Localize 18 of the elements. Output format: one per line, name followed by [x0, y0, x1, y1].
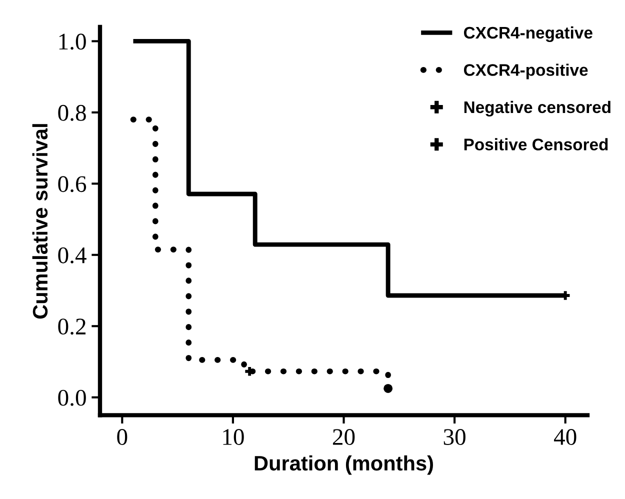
y-axis-title: Cumulative survival — [32, 124, 48, 319]
point — [384, 384, 393, 393]
x-tick-label: 30 — [444, 429, 466, 445]
y-tick-label: 0.2 — [58, 318, 86, 335]
x-tick-label: 10 — [223, 429, 244, 445]
legend-label: Negative censored — [464, 100, 610, 117]
x-tick-label: 0 — [117, 429, 128, 445]
legend-label: CXCR4-negative — [464, 26, 592, 42]
y-tick-label: 1.0 — [59, 34, 86, 50]
legend-label: CXCR4-positive — [464, 64, 588, 80]
y-tick-label: 0.6 — [58, 176, 86, 192]
y-tick-label: 0.4 — [58, 247, 86, 264]
x-tick-label: 40 — [554, 429, 576, 445]
x-axis-title: Duration (months) — [254, 455, 433, 475]
y-tick-label: 0.0 — [58, 390, 86, 406]
legend-label: Positive Censored — [464, 138, 608, 150]
x-tick-label: 20 — [332, 429, 355, 445]
y-tick-label: 0.8 — [58, 104, 86, 121]
